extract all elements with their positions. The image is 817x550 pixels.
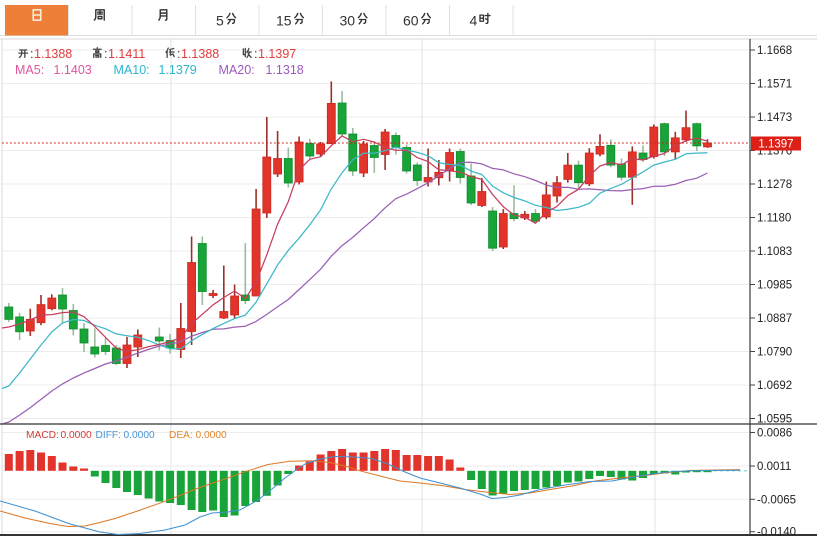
svg-text:1.1397: 1.1397	[258, 47, 296, 61]
svg-text:1.1388: 1.1388	[181, 47, 219, 61]
svg-text:1.1411: 1.1411	[108, 47, 145, 61]
svg-text:1.0790: 1.0790	[757, 347, 792, 359]
svg-text:1.1473: 1.1473	[757, 112, 792, 124]
svg-text:MACD:: MACD:	[26, 430, 59, 441]
svg-text:15: 15	[276, 13, 292, 29]
svg-text:0.0086: 0.0086	[757, 428, 792, 440]
svg-text:MA10:: MA10:	[114, 63, 150, 77]
svg-text:0.0011: 0.0011	[757, 461, 791, 473]
svg-text::: :	[254, 47, 257, 61]
svg-text:1.1403: 1.1403	[54, 63, 92, 77]
svg-text:0.0000: 0.0000	[61, 430, 92, 441]
svg-text:1.1397: 1.1397	[758, 139, 793, 151]
svg-text:4: 4	[470, 13, 478, 29]
svg-text:1.0887: 1.0887	[757, 313, 792, 325]
svg-text::: :	[30, 47, 33, 61]
svg-text:1.1318: 1.1318	[266, 63, 304, 77]
svg-text:1.1388: 1.1388	[34, 47, 72, 61]
svg-text:1.1571: 1.1571	[757, 79, 792, 91]
svg-text:MA20:: MA20:	[219, 63, 255, 77]
svg-text:0.0000: 0.0000	[124, 430, 155, 441]
svg-text:-0.0140: -0.0140	[757, 527, 796, 539]
svg-text:-0.0065: -0.0065	[757, 494, 796, 506]
svg-text:1.0595: 1.0595	[757, 414, 792, 426]
svg-text:DIFF:: DIFF:	[96, 430, 121, 441]
svg-text:1.1379: 1.1379	[159, 63, 197, 77]
svg-text:1.0985: 1.0985	[757, 280, 792, 292]
svg-text:0.0000: 0.0000	[196, 430, 227, 441]
svg-text:1.1278: 1.1278	[757, 179, 792, 191]
svg-text:1.1668: 1.1668	[757, 45, 792, 57]
svg-text:5: 5	[216, 13, 224, 29]
svg-text:1.0692: 1.0692	[757, 380, 792, 392]
svg-text::: :	[177, 47, 180, 61]
svg-text::: :	[104, 47, 107, 61]
svg-text:MA5:: MA5:	[15, 63, 44, 77]
svg-text:DEA:: DEA:	[169, 430, 193, 441]
svg-text:1.1083: 1.1083	[757, 246, 792, 258]
svg-text:60: 60	[403, 13, 419, 29]
svg-text:1.1180: 1.1180	[757, 213, 791, 225]
svg-text:30: 30	[340, 13, 356, 29]
